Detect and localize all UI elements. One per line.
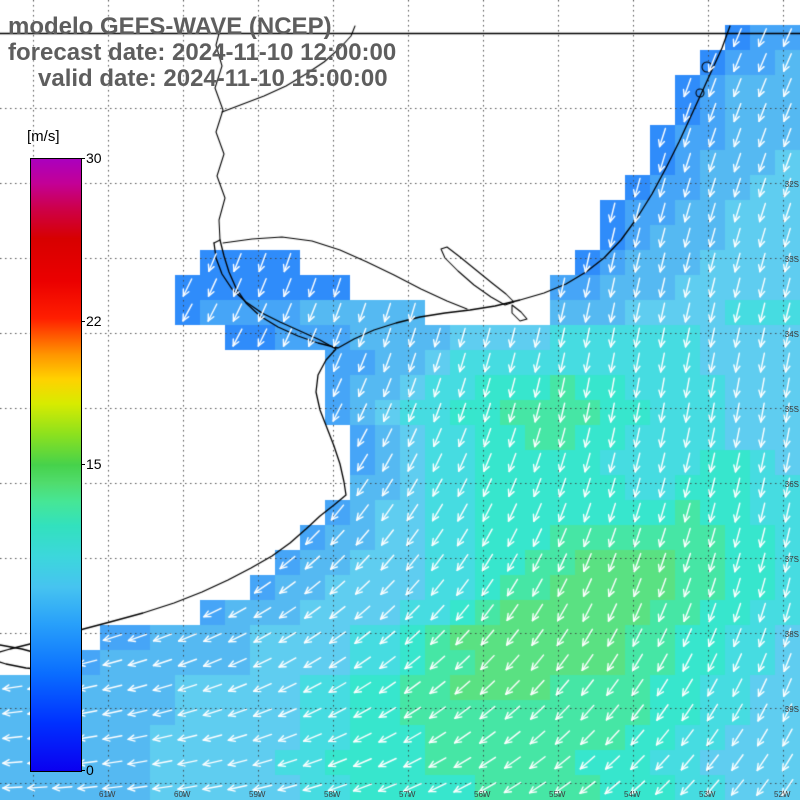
- model-title: modelo GEFS-WAVE (NCEP): [8, 13, 332, 40]
- colorbar-tick-label: 0: [86, 762, 94, 778]
- forecast-date-line: forecast date: 2024-11-10 12:00:00: [8, 39, 397, 66]
- colorbar-tick-mark: [81, 158, 85, 159]
- colorbar-gradient: [30, 158, 82, 772]
- colorbar-unit-label: [m/s]: [27, 128, 60, 145]
- colorbar-tick-label: 22: [86, 313, 102, 330]
- colorbar-tick-mark: [81, 321, 85, 323]
- valid-date-line: valid date: 2024-11-10 15:00:00: [38, 65, 388, 92]
- title-block: modelo GEFS-WAVE (NCEP) forecast date: 2…: [8, 14, 396, 92]
- colorbar-tick-label: 30: [86, 150, 102, 166]
- colorbar-tick-label: 15: [86, 456, 102, 472]
- colorbar-tick-mark: [81, 770, 85, 771]
- colorbar-tick-mark: [81, 464, 85, 465]
